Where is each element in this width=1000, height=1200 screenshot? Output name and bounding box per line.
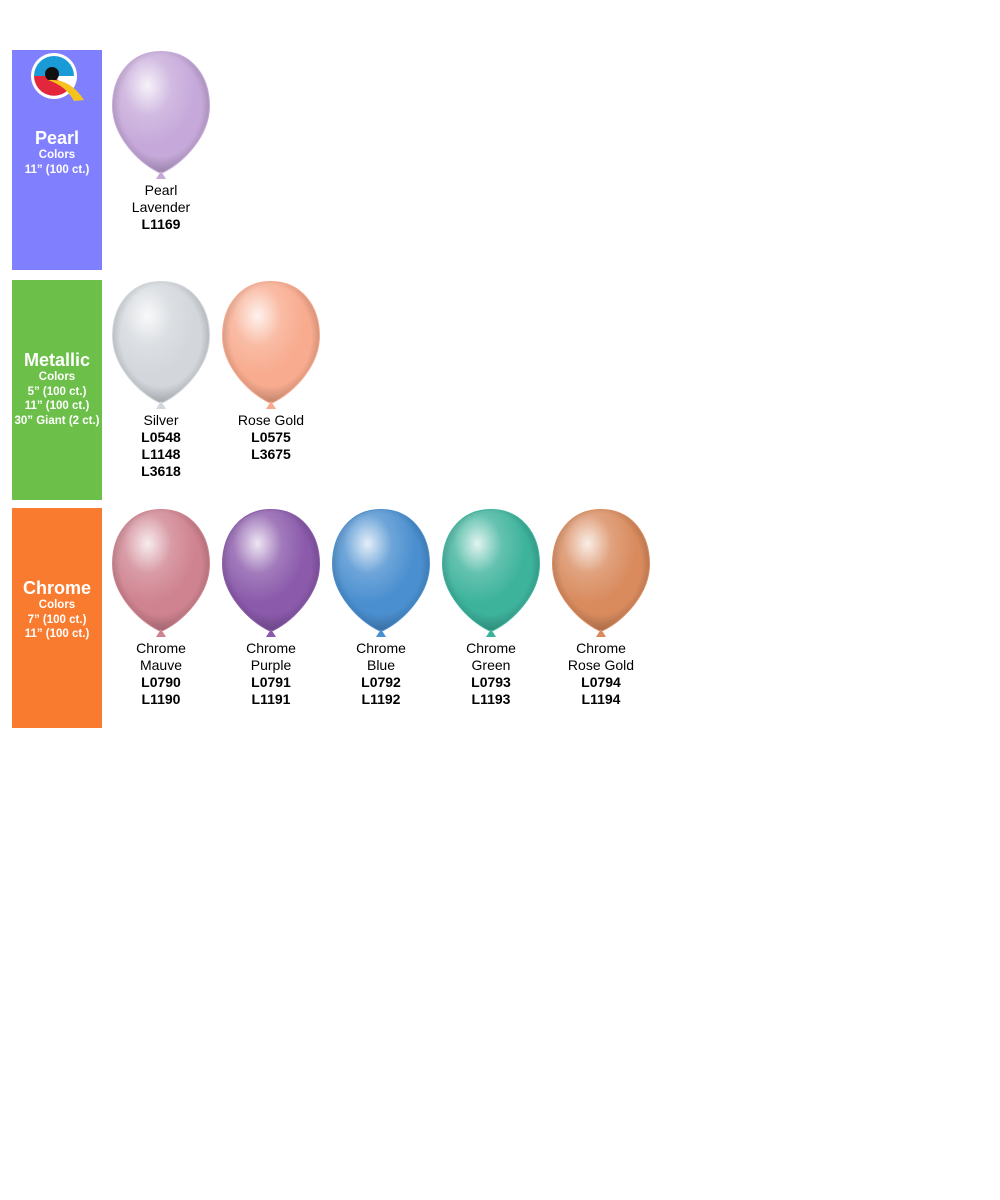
product-code: L1190 — [141, 691, 181, 707]
product: Chrome Purple L0791 L1191 — [216, 508, 326, 708]
category-title: Pearl — [34, 128, 80, 148]
product-name: Mauve — [139, 657, 183, 673]
logo-swoosh — [48, 79, 84, 101]
balloon-knot — [156, 629, 166, 637]
balloon-knot — [376, 629, 386, 637]
product-code: L0791 — [251, 674, 291, 690]
size-label: 11” (100 ct.) — [24, 628, 90, 640]
product-name: Blue — [366, 657, 396, 673]
balloon-highlight — [553, 510, 649, 630]
product-name: Pearl — [144, 182, 178, 198]
product-name: Silver — [143, 412, 179, 428]
product-name: Chrome — [576, 640, 626, 656]
product-code: L0790 — [141, 674, 181, 690]
product-code: L3618 — [141, 463, 181, 479]
product-name: Lavender — [131, 199, 191, 215]
product-name: Green — [471, 657, 511, 673]
logo-blue — [34, 56, 74, 76]
balloon-knot — [156, 171, 166, 179]
size-label: 11” (100 ct.) — [24, 400, 90, 412]
product-name: Rose Gold — [567, 657, 635, 673]
logo-red — [34, 76, 68, 96]
logo-eye — [45, 67, 59, 81]
product: Chrome Blue L0792 L1192 — [326, 508, 436, 708]
balloon — [111, 508, 211, 637]
size-label: 30” Giant (2 ct.) — [14, 414, 100, 427]
size-label: 7” (100 ct.) — [27, 613, 87, 626]
product: Chrome Rose Gold L0794 L1194 — [546, 508, 656, 708]
category-panel: Pearl Colors 11” (100 ct.) — [12, 50, 102, 270]
balloon — [221, 280, 321, 409]
product-code: L1169 — [141, 216, 181, 232]
balloon-knot — [486, 629, 496, 637]
balloon-highlight — [443, 510, 539, 630]
balloon-highlight — [113, 52, 209, 172]
product-name: Chrome — [466, 640, 516, 656]
product-code: L1191 — [251, 691, 291, 707]
category-subtitle: Colors — [38, 371, 76, 383]
category-panel: Metallic Colors 5” (100 ct.) 11” (100 ct.) 3… — [12, 280, 102, 500]
balloon-knot — [266, 401, 276, 409]
category-panel: Chrome Colors 7” (100 ct.) 11” (100 ct.) — [12, 508, 102, 728]
product: Pearl Lavender L1169 — [106, 50, 216, 233]
category-title: Chrome — [22, 578, 91, 598]
balloon-highlight — [333, 510, 429, 630]
balloon — [441, 508, 541, 637]
balloon — [551, 508, 651, 637]
product-code: L3675 — [251, 446, 291, 462]
balloon-highlight — [223, 510, 319, 630]
category-subtitle: Colors — [38, 149, 76, 161]
balloon-knot — [266, 629, 276, 637]
product-name: Chrome — [246, 640, 296, 656]
balloon-knot — [596, 629, 606, 637]
balloon-highlight — [113, 510, 209, 630]
balloon-highlight — [113, 282, 209, 402]
product-name: Purple — [250, 657, 292, 673]
category-title: Metallic — [23, 350, 91, 370]
balloon — [331, 508, 431, 637]
balloon-highlight — [223, 282, 319, 402]
brand-logo — [31, 53, 84, 101]
product-name: Rose Gold — [237, 412, 305, 428]
product-code: L1194 — [581, 691, 621, 707]
product-code: L1148 — [141, 446, 181, 462]
product-code: L0792 — [361, 674, 401, 690]
size-label: 5” (100 ct.) — [27, 385, 87, 398]
balloon — [221, 508, 321, 637]
product: Chrome Green L0793 L1193 — [436, 508, 546, 708]
product-code: L0548 — [141, 429, 181, 445]
product-code: L0575 — [251, 429, 291, 445]
product: Rose Gold L0575 L3675 — [216, 280, 326, 463]
product: Chrome Mauve L0790 L1190 — [106, 508, 216, 708]
product: Silver L0548 L1148 L3618 — [106, 280, 216, 480]
product-name: Chrome — [136, 640, 186, 656]
category-subtitle: Colors — [38, 599, 76, 611]
product-name: Chrome — [356, 640, 406, 656]
balloon — [111, 50, 211, 179]
balloon-knot — [156, 401, 166, 409]
balloon — [111, 280, 211, 409]
product-code: L1192 — [361, 691, 401, 707]
product-code: L1193 — [471, 691, 511, 707]
size-label: 11” (100 ct.) — [24, 163, 90, 176]
product-code: L0794 — [581, 674, 621, 690]
product-code: L0793 — [471, 674, 511, 690]
